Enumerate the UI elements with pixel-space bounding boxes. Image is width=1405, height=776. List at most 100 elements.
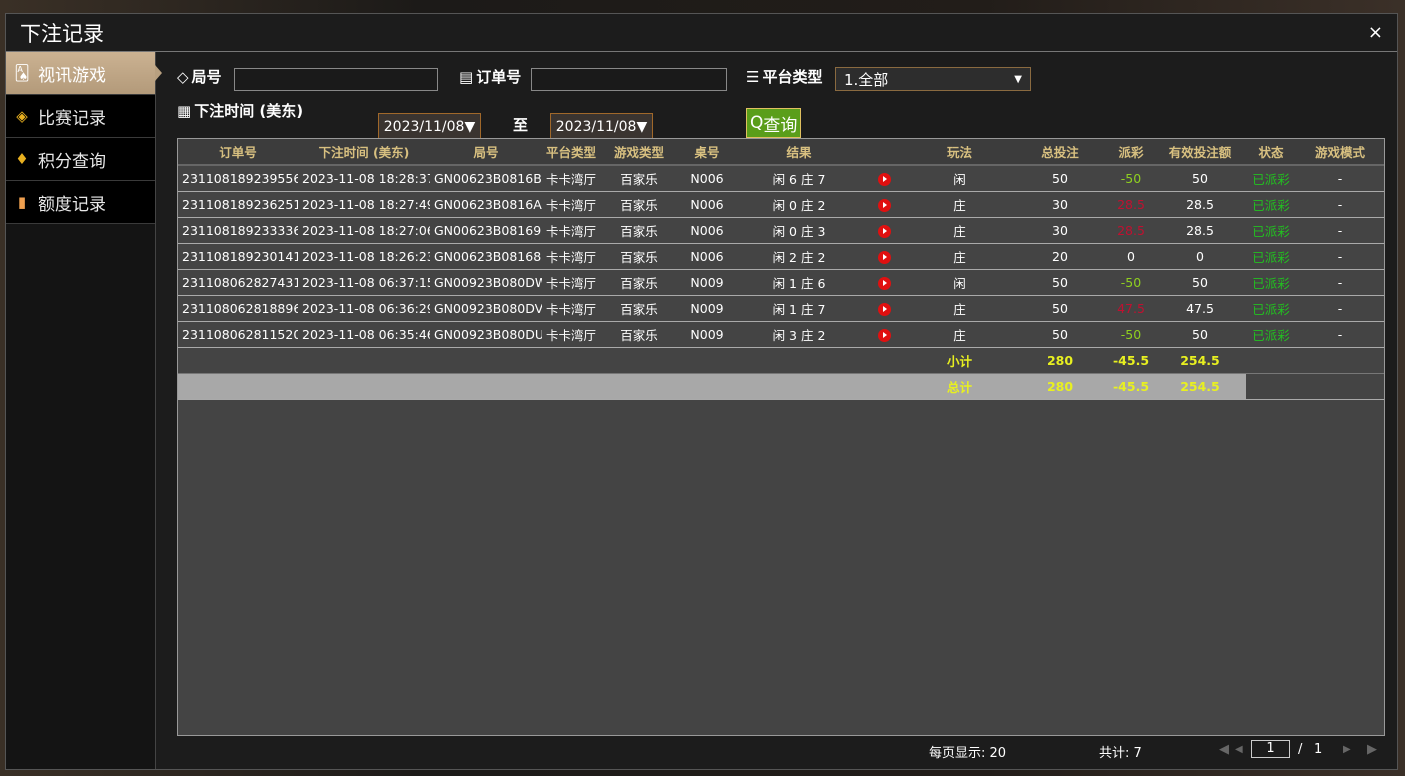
table-cell: 卡卡湾厅 (542, 321, 600, 348)
table-cell (1296, 347, 1384, 374)
column-header: 订单号 (178, 139, 298, 166)
table-cell: - (1296, 191, 1384, 218)
column-header: 游戏模式 (1296, 139, 1384, 166)
table-cell: 百家乐 (600, 165, 678, 192)
total-count: 共计: 7 (1099, 746, 1142, 761)
platform-label-text: 平台类型 (762, 68, 823, 86)
table-cell: 50 (1012, 269, 1108, 296)
replay-button[interactable] (862, 295, 907, 322)
column-header: 派彩 (1108, 139, 1154, 166)
sidebar: 🂡 视讯游戏 ◈ 比赛记录 ♦ 积分查询 ▮ 额度记录 (6, 52, 162, 769)
table-cell: 231108062827431 (178, 269, 298, 296)
page-input[interactable]: 1 (1251, 740, 1290, 758)
table-cell: 2023-11-08 18:28:37 (298, 165, 430, 192)
table-cell: 231108189236251 (178, 191, 298, 218)
platform-select[interactable]: 1.全部 ▼ (835, 67, 1031, 91)
table-cell: N009 (678, 269, 736, 296)
close-button[interactable]: × (1367, 22, 1383, 43)
table-cell: GN00623B0816A (430, 191, 542, 218)
platform-label: ☰ 平台类型 (746, 66, 822, 87)
total-label: 总计 (907, 373, 1012, 400)
table-cell: 47.5 (1154, 295, 1246, 322)
chevron-down-icon: ▼ (1014, 73, 1022, 85)
table-header: 订单号 下注时间 (美东) 局号 平台类型 游戏类型 桌号 结果 玩法 总投注 派彩 有效投注额 状态… (178, 139, 1384, 166)
table-cell: 卡卡湾厅 (542, 243, 600, 270)
list-icon: ☰ (746, 67, 760, 86)
table-cell: 已派彩 (1246, 321, 1296, 348)
table-cell: - (1296, 321, 1384, 348)
play-icon (878, 302, 891, 316)
table-row: 231108189239556 2023-11-08 18:28:37 GN0062… (178, 165, 1384, 192)
sidebar-item-label: 视讯游戏 (38, 65, 106, 86)
replay-button[interactable] (862, 321, 907, 348)
table-cell: 闲 1 庄 6 (736, 269, 862, 296)
table-cell: 28.5 (1108, 191, 1154, 218)
first-page-icon[interactable]: ◀︎ (1219, 742, 1229, 757)
table-cell: 闲 1 庄 7 (736, 295, 862, 322)
table-cell: 百家乐 (600, 295, 678, 322)
sidebar-item-credit-records[interactable]: ▮ 额度记录 (6, 181, 155, 224)
table-cell (1246, 373, 1296, 400)
table-cell: 28.5 (1154, 191, 1246, 218)
play-icon (878, 328, 891, 342)
sidebar-item-match-records[interactable]: ◈ 比赛记录 (6, 95, 155, 138)
table-cell: 庄 (907, 295, 1012, 322)
subtotal-total_bet: 280 (1012, 347, 1108, 374)
table-cell: 2023-11-08 06:37:15 (298, 269, 430, 296)
ticket-icon: ◈ (16, 107, 28, 125)
pagination-bar: 每页显示: 20 共计: 7 ◀︎ ◀ 1 / 1 ▶ ▶︎ (177, 740, 1383, 766)
table-row: 231108189236251 2023-11-08 18:27:49 GN0062… (178, 191, 1384, 218)
table-cell (678, 347, 736, 374)
table-cell: 庄 (907, 191, 1012, 218)
table-cell (736, 373, 862, 400)
round-label-text: 局号 (191, 68, 222, 86)
replay-button[interactable] (862, 217, 907, 244)
play-icon (878, 276, 891, 290)
table-cell: 百家乐 (600, 269, 678, 296)
replay-button[interactable] (862, 191, 907, 218)
replay-button[interactable] (862, 243, 907, 270)
subtotal-row: 小计 280 -45.5 254.5 (178, 347, 1384, 374)
query-button[interactable]: Q 查询 (746, 108, 802, 138)
column-header: 局号 (430, 139, 542, 166)
table-cell (178, 373, 298, 400)
table-cell: 28.5 (1154, 217, 1246, 244)
order-label-text: 订单号 (476, 68, 522, 86)
table-cell: GN00923B080DW (430, 269, 542, 296)
table-cell: 已派彩 (1246, 295, 1296, 322)
table-cell: 百家乐 (600, 243, 678, 270)
sidebar-item-live-games[interactable]: 🂡 视讯游戏 (6, 52, 162, 95)
table-cell (542, 347, 600, 374)
table-cell: 卡卡湾厅 (542, 269, 600, 296)
table-cell: 30 (1012, 217, 1108, 244)
date-to-picker[interactable]: 2023/11/08▼ (550, 113, 653, 140)
diamond-icon: ♦ (15, 150, 29, 168)
column-header: 桌号 (678, 139, 736, 166)
clipboard-icon: ▤ (459, 67, 474, 86)
date-from-picker[interactable]: 2023/11/08▼ (378, 113, 481, 140)
dialog-title: 下注记录 (20, 21, 104, 46)
replay-button[interactable] (862, 165, 907, 192)
table-cell: 2023-11-08 06:36:29 (298, 295, 430, 322)
order-input[interactable] (531, 68, 727, 91)
prev-page-icon[interactable]: ◀ (1235, 744, 1243, 755)
next-page-icon[interactable]: ▶ (1343, 744, 1351, 755)
column-header: 状态 (1246, 139, 1296, 166)
table-row: 231108062827431 2023-11-08 06:37:15 GN0092… (178, 269, 1384, 296)
last-page-icon[interactable]: ▶︎ (1367, 742, 1377, 757)
table-cell (542, 373, 600, 400)
column-header: 下注时间 (美东) (298, 139, 430, 166)
tag-icon: ◇ (177, 67, 189, 86)
sidebar-item-points[interactable]: ♦ 积分查询 (6, 138, 155, 181)
table-cell: -50 (1108, 321, 1154, 348)
round-input[interactable] (234, 68, 438, 91)
time-label-text: 下注时间 (美东) (194, 102, 304, 120)
table-cell: 百家乐 (600, 191, 678, 218)
table-cell: 231108189230141 (178, 243, 298, 270)
replay-button[interactable] (862, 269, 907, 296)
table-cell: 2023-11-08 18:26:23 (298, 243, 430, 270)
table-cell: 闲 (907, 269, 1012, 296)
table-cell (298, 347, 430, 374)
table-cell: 已派彩 (1246, 217, 1296, 244)
table-cell: 2023-11-08 18:27:49 (298, 191, 430, 218)
